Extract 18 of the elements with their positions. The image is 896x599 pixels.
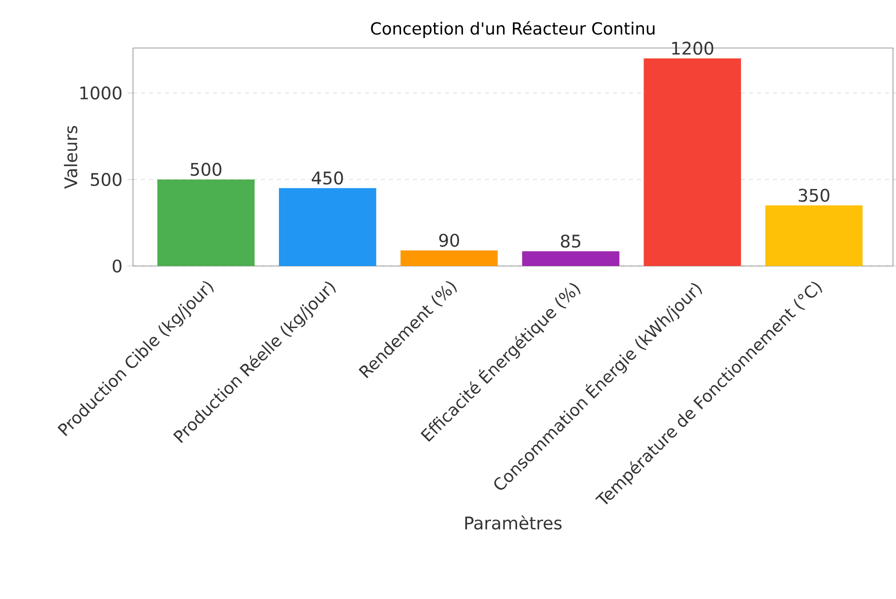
y-axis-title: Valeurs xyxy=(64,126,78,189)
bar xyxy=(522,251,620,266)
data-label: 450 xyxy=(312,171,343,185)
bar xyxy=(157,179,255,266)
y-tick-label: 500 xyxy=(90,172,122,186)
x-axis-title: Paramètres xyxy=(465,515,562,530)
bar xyxy=(400,250,498,266)
data-label: 1200 xyxy=(672,42,714,55)
data-label: 500 xyxy=(190,162,222,176)
bar xyxy=(765,205,863,266)
data-label: 90 xyxy=(439,234,460,247)
data-label: 85 xyxy=(560,234,580,248)
bar xyxy=(644,58,741,266)
chart-title: Conception d'un Réacteur Continu xyxy=(371,21,654,38)
y-tick-label: 1000 xyxy=(80,86,122,100)
data-label: 350 xyxy=(798,188,830,202)
bar xyxy=(278,188,376,266)
y-tick-label: 0 xyxy=(112,259,122,273)
